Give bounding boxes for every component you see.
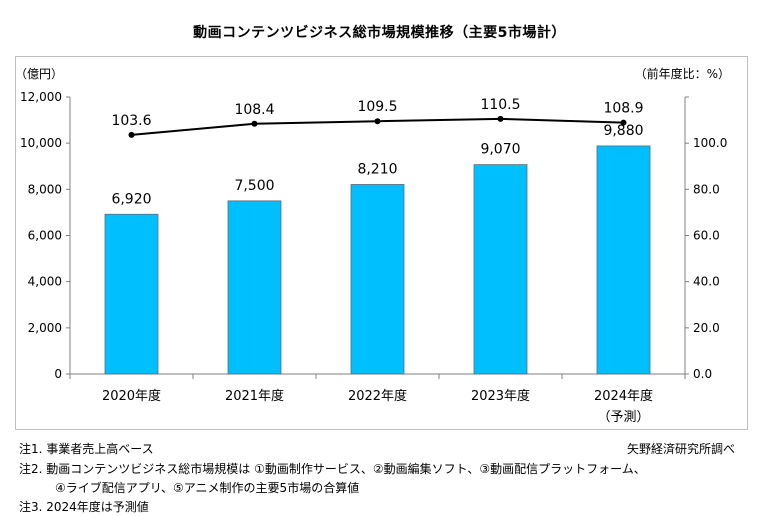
left-axis-label: （億円） bbox=[15, 67, 63, 81]
x-tick-sublabel: （予測） bbox=[597, 410, 649, 425]
note-3: 注3. 2024年度は予測値 bbox=[19, 500, 149, 514]
chart-title: 動画コンテンツビジネス総市場規模推移（主要5市場計） bbox=[193, 25, 566, 41]
right-tick-label: 60.0 bbox=[693, 229, 720, 243]
bar-data-label: 8,210 bbox=[357, 161, 397, 177]
x-tick-label: 2022年度 bbox=[348, 388, 407, 404]
bar-data-label: 9,070 bbox=[480, 142, 520, 158]
note-2-line-2: ④ライブ配信アプリ、⑤アニメ制作の主要5市場の合算値 bbox=[55, 481, 360, 495]
line-data-label: 109.5 bbox=[357, 99, 397, 115]
line-point bbox=[497, 115, 504, 122]
left-tick-label: 10,000 bbox=[20, 136, 62, 150]
right-tick-label: 0.0 bbox=[693, 367, 712, 381]
note-1: 注1. 事業者売上高ベース bbox=[19, 442, 154, 456]
left-tick-label: 0 bbox=[54, 367, 62, 381]
line-point bbox=[251, 120, 258, 127]
x-tick-label: 2021年度 bbox=[225, 388, 284, 404]
note-2-line-1: 注2. 動画コンテンツビジネス総市場規模は ①動画制作サービス、②動画編集ソフト… bbox=[19, 462, 646, 476]
bar bbox=[596, 145, 651, 375]
line-data-label: 110.5 bbox=[480, 97, 520, 113]
line-point bbox=[620, 119, 627, 126]
left-tick-label: 12,000 bbox=[20, 90, 62, 104]
right-axis-label: （前年度比：%） bbox=[635, 66, 730, 81]
bar bbox=[227, 200, 282, 375]
chart-frame bbox=[15, 56, 748, 430]
left-tick-label: 2,000 bbox=[28, 321, 62, 335]
line-point bbox=[374, 118, 381, 125]
right-tick-label: 80.0 bbox=[693, 182, 720, 196]
right-tick-label: 20.0 bbox=[693, 321, 720, 335]
bar bbox=[350, 184, 405, 375]
line-point bbox=[128, 131, 135, 138]
left-tick-label: 8,000 bbox=[28, 182, 62, 196]
right-tick-label: 40.0 bbox=[693, 275, 720, 289]
left-tick-label: 6,000 bbox=[28, 229, 62, 243]
bar-data-label: 6,920 bbox=[111, 191, 151, 207]
bar-data-label: 7,500 bbox=[234, 178, 274, 194]
bar-series: 6,920 7,500 8,210 9,070 9,880 bbox=[104, 123, 651, 375]
bar bbox=[104, 213, 159, 375]
source-note: 矢野経済研究所調べ bbox=[626, 442, 735, 456]
x-tick-label: 2024年度 bbox=[594, 388, 653, 404]
bar bbox=[473, 164, 528, 375]
axes: 0 2,000 4,000 6,000 8,000 10,000 12,000 0.0 20.0… bbox=[20, 90, 727, 425]
line-data-label: 108.4 bbox=[234, 102, 274, 118]
left-tick-label: 4,000 bbox=[28, 275, 62, 289]
line-data-label: 108.9 bbox=[603, 101, 643, 117]
x-tick-label: 2023年度 bbox=[471, 388, 530, 404]
x-tick-label: 2020年度 bbox=[102, 388, 161, 404]
line-series: 103.6 108.4 109.5 110.5 108.9 bbox=[111, 97, 644, 138]
line-data-label: 103.6 bbox=[111, 113, 151, 129]
bar-data-label: 9,880 bbox=[603, 123, 643, 139]
right-tick-label: 100.0 bbox=[693, 136, 727, 150]
